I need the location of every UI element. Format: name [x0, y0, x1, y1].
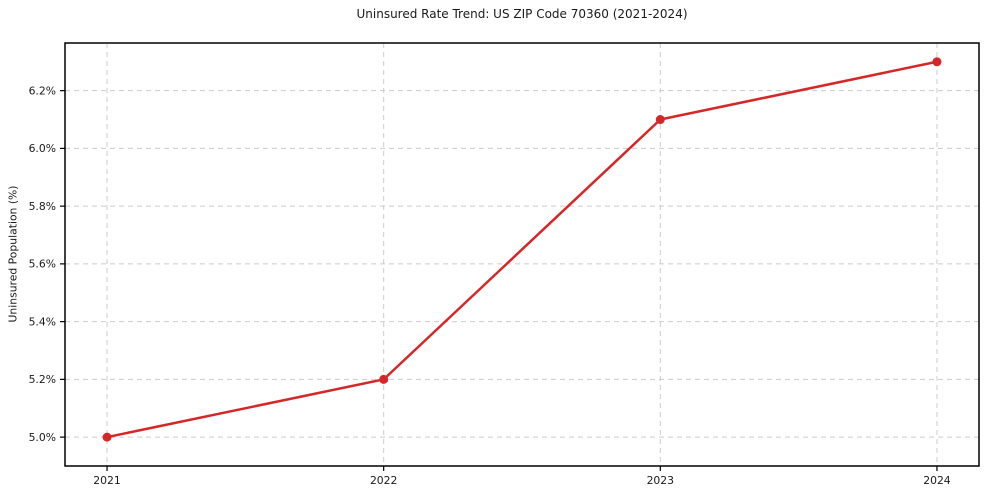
y-tick-label: 5.6%: [29, 258, 56, 271]
y-tick-label: 6.2%: [29, 84, 56, 97]
x-tick-label: 2022: [370, 474, 397, 487]
x-tick-label: 2023: [647, 474, 674, 487]
y-tick-label: 6.0%: [29, 142, 56, 155]
data-point-2023: [655, 115, 665, 125]
chart-title: Uninsured Rate Trend: US ZIP Code 70360 …: [356, 7, 688, 21]
y-tick-label: 5.4%: [29, 315, 56, 328]
data-point-2021: [102, 432, 112, 442]
data-point-2024: [932, 57, 942, 67]
x-tick-label: 2024: [923, 474, 951, 487]
trend-line: [105, 60, 939, 439]
y-tick-label: 5.0%: [29, 431, 56, 444]
plot-border: [64, 42, 980, 467]
data-point-2022: [379, 374, 389, 384]
y-tick-label: 5.2%: [29, 373, 56, 386]
y-tick-label: 5.8%: [29, 200, 56, 213]
x-tick-label: 2021: [93, 474, 120, 487]
